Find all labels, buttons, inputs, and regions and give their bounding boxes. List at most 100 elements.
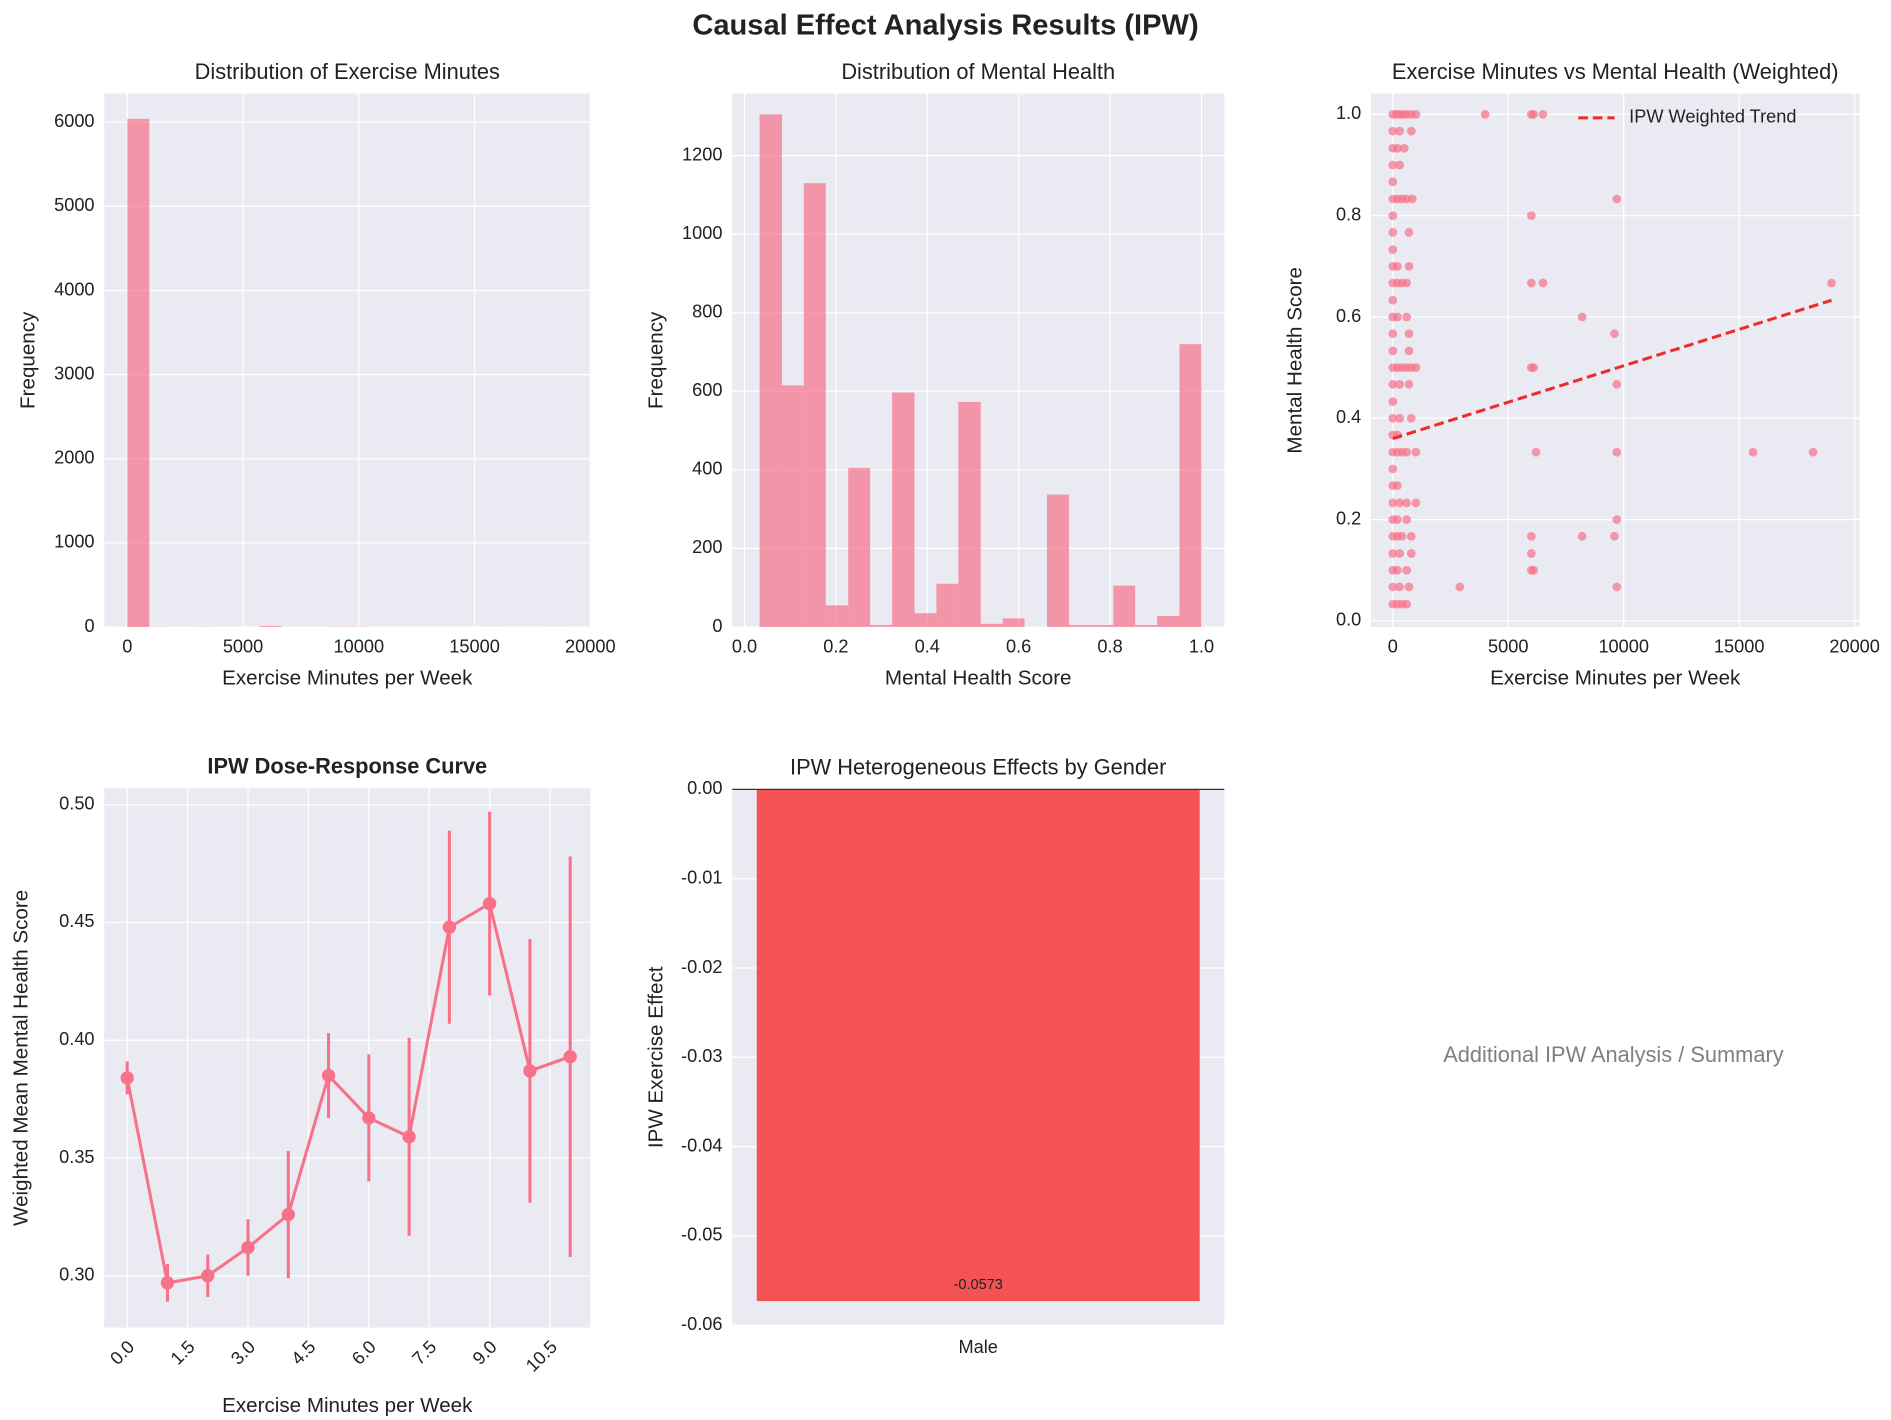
scatter-point	[1402, 498, 1412, 508]
x-tick-label: 0.8	[1097, 636, 1122, 656]
histogram-bar	[848, 467, 871, 627]
scatter-point	[1577, 312, 1587, 322]
chart-title: Exercise Minutes vs Mental Health (Weigh…	[1392, 59, 1839, 84]
scatter-point	[1529, 363, 1539, 372]
scatter-point	[1455, 582, 1465, 592]
x-tick-label: 15000	[1714, 636, 1765, 656]
scatter-point	[1538, 278, 1548, 288]
scatter-point	[1612, 447, 1622, 457]
scatter-point	[1526, 211, 1536, 221]
scatter-point	[1402, 278, 1412, 288]
figure-title: Causal Effect Analysis Results (IPW)	[692, 10, 1198, 42]
histogram-bar	[892, 392, 915, 627]
point	[523, 1064, 537, 1078]
legend-label: IPW Weighted Trend	[1629, 107, 1796, 127]
x-tick-label: 5000	[1488, 636, 1528, 656]
scatter-point	[1393, 515, 1402, 524]
scatter-point	[1393, 565, 1402, 575]
y-tick-label: -0.01	[681, 867, 722, 887]
y-tick-label: 0.35	[59, 1147, 94, 1167]
y-axis-label: Frequency	[17, 311, 40, 409]
histogram-bar	[1090, 625, 1114, 627]
histogram-bar	[1135, 625, 1158, 627]
histogram-bar	[914, 613, 937, 627]
histogram-bar	[759, 114, 782, 627]
y-tick-label: -0.04	[681, 1135, 722, 1155]
scatter-point	[1388, 397, 1398, 406]
histogram-bar	[781, 385, 804, 627]
scatter-point	[1402, 515, 1412, 524]
point	[201, 1269, 215, 1283]
scatter-point	[1395, 379, 1405, 389]
y-tick-label: 0.0	[1336, 610, 1361, 630]
y-tick-label: 0.30	[59, 1265, 94, 1285]
y-tick-label: 0.45	[59, 911, 94, 931]
histogram-bar	[936, 583, 959, 627]
histogram-bar	[980, 623, 1003, 627]
y-tick-label: 1.0	[1336, 103, 1361, 123]
x-tick-label: 5000	[223, 636, 263, 656]
summary-text: Additional IPW Analysis / Summary	[1443, 1042, 1783, 1067]
histogram-bar	[1047, 494, 1069, 627]
scatter-point	[1404, 346, 1414, 356]
y-tick-label: 1200	[682, 144, 722, 164]
y-tick-label: 200	[692, 537, 722, 557]
scatter-point	[1388, 379, 1398, 389]
scatter-point	[1411, 110, 1421, 119]
scatter-point	[1397, 531, 1407, 541]
x-tick-label: 0.2	[823, 636, 848, 656]
y-tick-label: 2000	[54, 448, 94, 468]
scatter-point	[1406, 413, 1416, 423]
scatter-point	[1388, 177, 1398, 187]
y-tick-label: -0.02	[681, 957, 722, 977]
point	[281, 1207, 295, 1222]
y-tick-label: -0.06	[681, 1314, 722, 1334]
scatter-point	[1408, 194, 1417, 204]
x-tick-label: 10000	[334, 636, 385, 656]
x-tick-label: 0.4	[915, 636, 940, 656]
chart-title: IPW Dose-Response Curve	[207, 753, 487, 778]
scatter-point	[1388, 549, 1398, 558]
y-tick-label: 6000	[54, 111, 94, 131]
histogram-bar	[870, 625, 893, 627]
x-tick-label: 0	[1388, 636, 1398, 656]
scatter-point	[1480, 110, 1490, 119]
y-tick-label: 800	[692, 302, 722, 322]
trend-line	[1392, 298, 1832, 440]
scatter-point	[1404, 228, 1414, 237]
scatter-point	[1393, 312, 1402, 322]
scatter-point	[1388, 160, 1398, 170]
scatter-point	[1388, 464, 1398, 474]
scatter-point	[1404, 582, 1414, 592]
scatter-point	[1538, 110, 1548, 119]
scatter-point	[1404, 329, 1414, 339]
scatter-point	[1388, 346, 1398, 356]
scatter-point	[1827, 278, 1836, 288]
x-axis-label: Exercise Minutes per Week	[222, 667, 473, 690]
point	[321, 1068, 336, 1083]
scatter-point	[1393, 261, 1402, 271]
y-tick-label: 3000	[54, 363, 94, 383]
point	[482, 896, 497, 911]
y-tick-label: 0	[84, 616, 94, 636]
x-tick-label: 1.0	[1189, 636, 1214, 656]
x-tick-label: 20000	[565, 636, 616, 656]
histogram-bar	[1179, 344, 1202, 627]
scatter-point	[1404, 379, 1414, 389]
scatter-point	[1395, 582, 1405, 592]
scatter-point	[1402, 447, 1412, 457]
scatter-point	[1388, 329, 1398, 339]
scatter-point	[1393, 481, 1402, 491]
line	[125, 901, 571, 1285]
y-tick-label: 0	[712, 616, 722, 636]
y-tick-label: 0.50	[59, 793, 94, 813]
y-tick-label: 0.6	[1336, 306, 1361, 326]
scatter-point	[1402, 599, 1412, 609]
scatter-point	[1393, 143, 1402, 153]
histogram-bar	[958, 401, 981, 627]
x-axis-label: Exercise Minutes per Week	[222, 1394, 473, 1417]
scatter-point	[1526, 549, 1536, 558]
plot-background	[1370, 93, 1860, 627]
y-tick-label: 4000	[54, 279, 94, 299]
